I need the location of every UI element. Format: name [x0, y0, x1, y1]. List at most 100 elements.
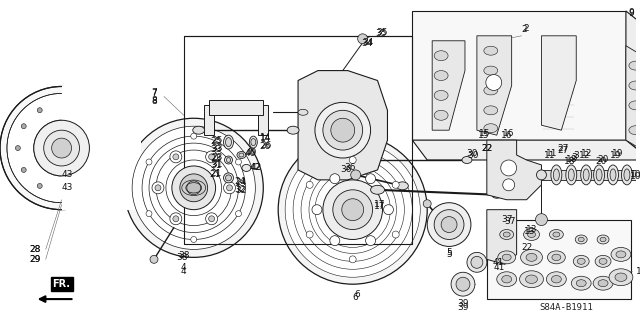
Polygon shape — [204, 105, 268, 135]
Polygon shape — [541, 36, 576, 130]
Text: 31: 31 — [211, 160, 222, 169]
Text: 35: 35 — [377, 28, 388, 37]
Circle shape — [180, 174, 207, 202]
Ellipse shape — [573, 256, 589, 267]
Text: 29: 29 — [29, 255, 40, 264]
Ellipse shape — [578, 237, 584, 242]
Ellipse shape — [223, 135, 234, 149]
Circle shape — [170, 151, 182, 163]
Circle shape — [392, 182, 399, 188]
Text: 6: 6 — [353, 293, 358, 301]
Circle shape — [7, 93, 116, 203]
Ellipse shape — [525, 275, 538, 284]
Ellipse shape — [526, 253, 537, 261]
Circle shape — [170, 213, 182, 225]
Circle shape — [358, 34, 367, 44]
Circle shape — [155, 185, 161, 191]
Text: 33: 33 — [211, 144, 222, 152]
Text: 35: 35 — [376, 29, 387, 38]
Text: 36: 36 — [344, 163, 355, 173]
Circle shape — [191, 133, 196, 139]
Text: 7: 7 — [151, 88, 157, 97]
Ellipse shape — [484, 46, 498, 55]
Ellipse shape — [524, 228, 540, 241]
Ellipse shape — [629, 61, 640, 70]
Circle shape — [37, 183, 42, 189]
Ellipse shape — [572, 276, 591, 290]
Circle shape — [471, 256, 483, 268]
Text: 7: 7 — [151, 89, 157, 98]
Circle shape — [349, 157, 356, 163]
Ellipse shape — [298, 109, 308, 115]
Text: 6: 6 — [355, 290, 360, 299]
Text: 23: 23 — [211, 152, 222, 161]
Text: 33: 33 — [210, 145, 221, 153]
Text: S84A-B1911: S84A-B1911 — [540, 302, 593, 312]
Text: 21: 21 — [209, 170, 220, 179]
Ellipse shape — [595, 256, 611, 267]
Ellipse shape — [611, 248, 631, 261]
Text: 27: 27 — [557, 145, 569, 155]
Ellipse shape — [597, 235, 609, 244]
Text: 24: 24 — [235, 177, 246, 186]
Polygon shape — [432, 41, 465, 130]
Ellipse shape — [484, 106, 498, 115]
Circle shape — [331, 118, 355, 142]
Ellipse shape — [527, 232, 536, 237]
Ellipse shape — [497, 272, 516, 287]
Text: 21: 21 — [210, 169, 221, 178]
Text: 27: 27 — [557, 144, 569, 152]
Text: 22: 22 — [481, 144, 492, 152]
Circle shape — [173, 154, 179, 160]
Text: 41: 41 — [493, 258, 504, 267]
Circle shape — [205, 151, 218, 163]
Text: 32: 32 — [236, 186, 247, 195]
Circle shape — [146, 159, 152, 165]
Ellipse shape — [193, 126, 205, 134]
Text: 41: 41 — [494, 263, 506, 272]
Text: 43: 43 — [62, 183, 73, 192]
Ellipse shape — [554, 169, 559, 181]
Text: 22: 22 — [481, 144, 492, 152]
Circle shape — [333, 190, 372, 230]
Circle shape — [227, 185, 232, 191]
Circle shape — [34, 120, 90, 176]
Circle shape — [236, 211, 241, 217]
Circle shape — [456, 277, 470, 291]
Ellipse shape — [607, 165, 618, 185]
Ellipse shape — [549, 230, 563, 240]
Ellipse shape — [596, 169, 602, 181]
Circle shape — [124, 118, 263, 257]
Ellipse shape — [225, 175, 232, 181]
Polygon shape — [412, 11, 626, 140]
Ellipse shape — [616, 251, 626, 258]
Ellipse shape — [242, 165, 251, 171]
Circle shape — [330, 236, 340, 246]
Text: 25: 25 — [211, 136, 222, 145]
Text: 2: 2 — [524, 24, 529, 33]
Circle shape — [0, 86, 123, 210]
Circle shape — [351, 170, 361, 180]
Circle shape — [428, 203, 471, 247]
Ellipse shape — [462, 157, 472, 163]
Bar — [61, 86, 141, 210]
Text: 13: 13 — [524, 227, 535, 236]
Text: FR.: FR. — [52, 279, 70, 289]
Ellipse shape — [621, 165, 632, 185]
Circle shape — [223, 182, 236, 194]
Circle shape — [536, 214, 547, 226]
Text: 42: 42 — [251, 163, 262, 173]
Ellipse shape — [371, 185, 385, 194]
Text: 37: 37 — [501, 215, 513, 224]
Text: 15: 15 — [479, 129, 491, 138]
Text: 11: 11 — [546, 149, 557, 158]
Text: 15: 15 — [478, 131, 490, 140]
Text: 5: 5 — [446, 248, 452, 257]
Circle shape — [349, 256, 356, 263]
Text: 32: 32 — [235, 185, 246, 194]
Circle shape — [37, 108, 42, 113]
Ellipse shape — [629, 126, 640, 135]
Circle shape — [451, 272, 475, 296]
Text: 28: 28 — [29, 245, 40, 254]
Circle shape — [315, 102, 371, 158]
